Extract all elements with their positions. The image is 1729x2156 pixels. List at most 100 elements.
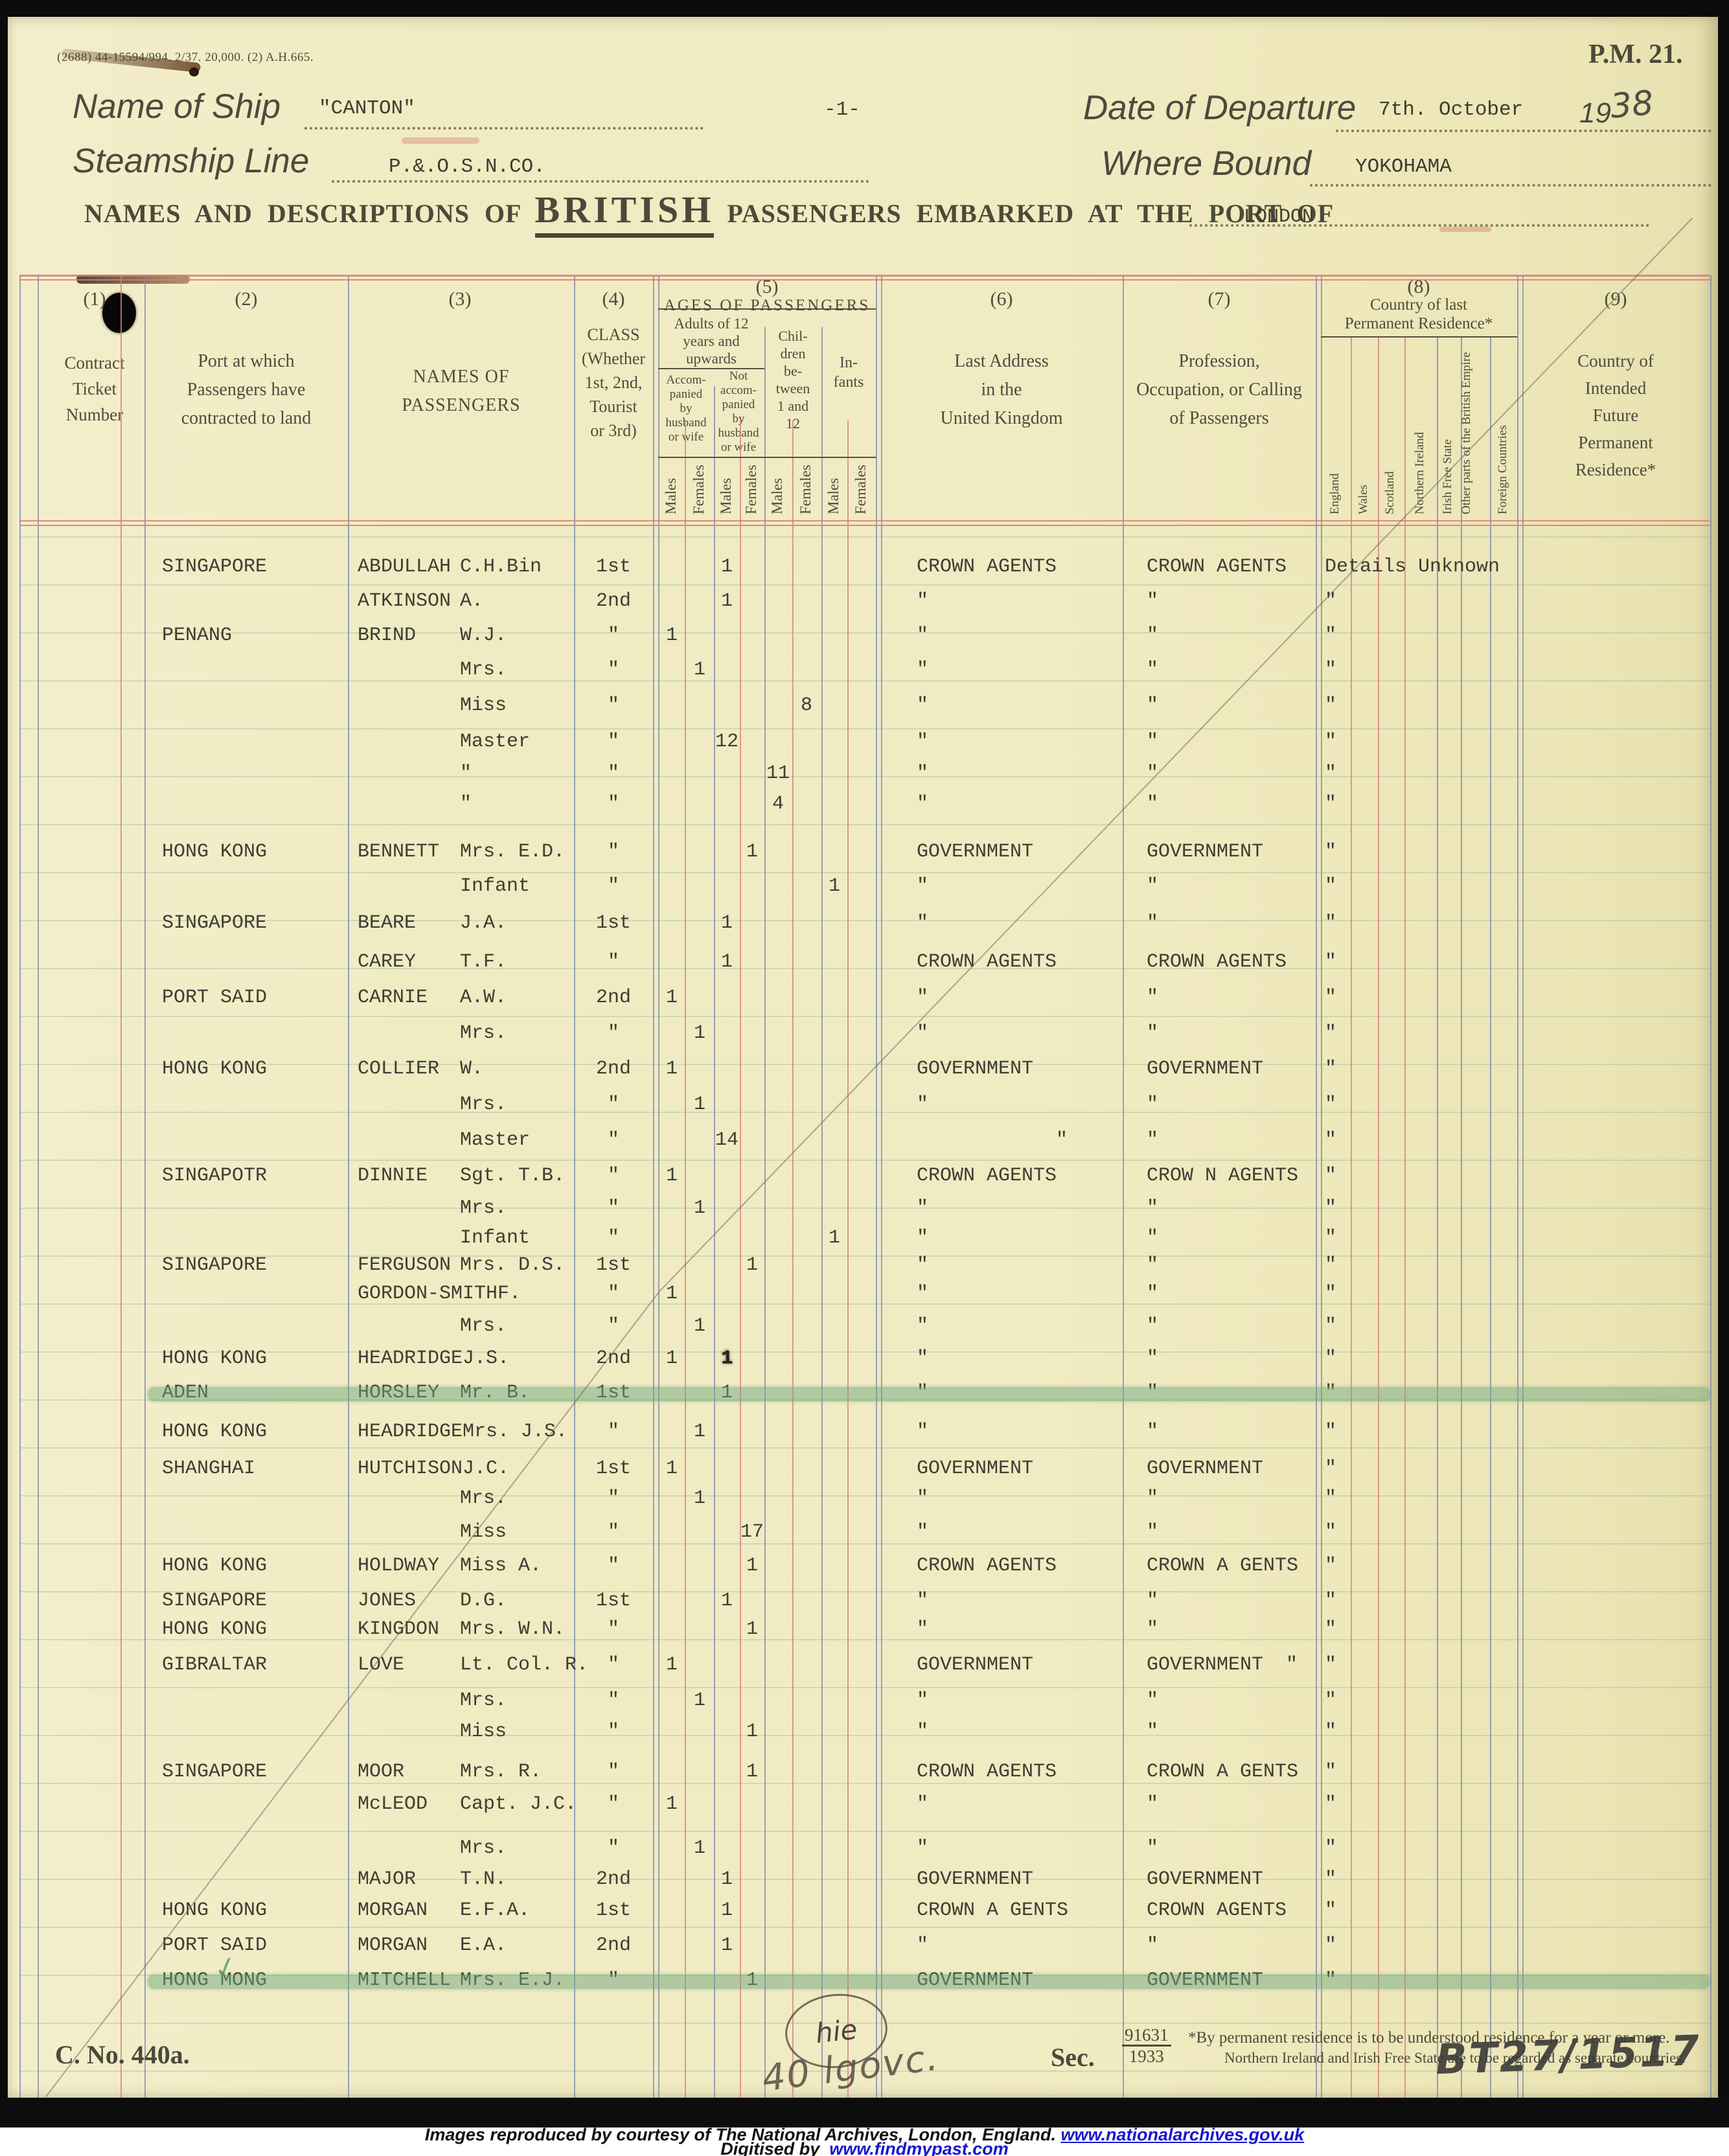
residence-cell: " [1325, 1521, 1337, 1543]
age-value: 1 [693, 1690, 706, 1712]
given-name-cell: Mrs. [460, 1690, 507, 1712]
address-cell: GOVERNMENT [917, 841, 1034, 863]
col6-header: Last Address in the United Kingdom [940, 351, 1063, 428]
surname-cell: BRIND [358, 625, 417, 647]
name-cell: Mrs. [358, 1315, 507, 1337]
age-value: 1 [720, 556, 733, 578]
header-underline [658, 308, 876, 310]
address-cell: " [917, 625, 929, 647]
address-cell: " [917, 731, 929, 753]
age-value: 1 [746, 1761, 759, 1783]
surname-cell: HEADRIDGE [358, 1348, 463, 1370]
age-value: 1 [693, 1421, 706, 1443]
port-cell: HONG KONG [162, 1555, 268, 1577]
table-rule-vertical [876, 275, 877, 2098]
port-cell: HONG KONG [162, 1348, 268, 1370]
year-printed: 19 [1579, 97, 1611, 129]
table-rule-vertical [574, 275, 575, 2098]
table-rule-vertical [1351, 338, 1352, 2098]
profession-cell: " [1147, 1283, 1159, 1305]
ship-name-value: "CANTON" [319, 97, 415, 120]
age-value: 1 [693, 1094, 706, 1116]
table-rule-vertical [653, 275, 654, 2098]
surname-cell [358, 1129, 460, 1151]
residence-cell: " [1325, 1421, 1337, 1443]
table-rule-vertical [1461, 338, 1462, 2098]
given-name-cell: " [460, 763, 472, 785]
port-cell: SINGAPORE [162, 556, 268, 578]
table-rule-vertical [1321, 275, 1322, 2098]
port-cell: SINGAPORE [162, 1761, 268, 1783]
address-cell: " [917, 1934, 929, 1956]
table-rule-horizontal [19, 525, 1710, 526]
name-cell: McLEOD Capt. J.C. [358, 1793, 577, 1815]
table-row: " " 4 " " " [0, 793, 1729, 820]
residence-cell: " [1325, 1793, 1337, 1815]
col2-header: Port at which Passengers have contracted… [181, 351, 312, 428]
table-rule-vertical [1378, 338, 1379, 2098]
address-cell: " [917, 1197, 929, 1219]
surname-cell: GORDON-SMITH [358, 1283, 498, 1305]
address-cell: " [917, 1094, 929, 1116]
residence-cell: " [1325, 731, 1337, 753]
table-row: PENANG BRIND W.J. " 1 " " " [0, 625, 1729, 652]
name-cell: " [358, 793, 472, 815]
address-cell: CROWN AGENTS [917, 1555, 1057, 1577]
name-cell: Miss [358, 1721, 507, 1743]
age-value: 1 [693, 1837, 706, 1859]
surname-cell: ATKINSON [358, 590, 452, 612]
name-cell: Mrs. [358, 659, 507, 681]
header-underline [1321, 336, 1517, 338]
national-archives-link[interactable]: www.nationalarchives.gov.uk [1060, 2125, 1305, 2144]
class-cell: " [607, 1654, 619, 1676]
residence-cell: " [1325, 912, 1337, 934]
class-cell: 2nd [595, 1868, 631, 1890]
handwritten-circled-word: hie [814, 2013, 859, 2049]
surname-cell [358, 731, 460, 753]
given-name-cell: Mrs. J.S. [463, 1421, 568, 1443]
age-value: 1 [720, 1934, 733, 1956]
address-cell: " [917, 1254, 929, 1276]
column-number-label: (3) [448, 288, 472, 310]
residence-cell: " [1325, 1283, 1337, 1305]
name-cell: LOVE Lt. Col. R. [358, 1654, 588, 1676]
table-rule-vertical [19, 275, 21, 2098]
table-row: Master " 12 " " " [0, 731, 1729, 758]
given-name-cell: Mrs. [460, 1197, 507, 1219]
age-value: 1 [720, 1899, 733, 1921]
address-cell: " [917, 987, 929, 1009]
age-value: 1 [720, 1590, 733, 1612]
findmypast-link[interactable]: www.findmypast.com [829, 2139, 1009, 2156]
given-name-cell: J.A. [460, 912, 507, 934]
given-name-cell: Master [460, 731, 531, 753]
table-row: Miss " 17 " " " [0, 1521, 1729, 1548]
table-rule-vertical [1522, 275, 1524, 2098]
class-cell: " [607, 1837, 619, 1859]
profession-cell: " [1147, 1348, 1159, 1370]
given-name-cell: Mrs. [460, 1837, 507, 1859]
credit-line2: Digitised by www.findmypast.com [0, 2139, 1729, 2156]
name-cell: Master [358, 731, 530, 753]
profession-cell: CROWN AGENTS [1147, 1899, 1287, 1921]
surname-cell: JONES [358, 1590, 417, 1612]
profession-cell: " [1147, 1590, 1159, 1612]
residence-cell: " [1325, 1899, 1337, 1921]
table-rule-vertical [685, 420, 686, 2098]
table-row: Mrs. " 1 " " " [0, 1022, 1729, 1049]
profession-cell: " [1147, 694, 1159, 717]
age-value: 1 [665, 625, 678, 647]
residence-cell: " [1325, 1837, 1337, 1859]
table-row: Mrs. " 1 " " " [0, 659, 1729, 686]
class-cell: 2nd [595, 590, 631, 612]
class-cell: " [607, 1315, 619, 1337]
given-name-cell: " [460, 793, 472, 815]
table-row: Infant " 1 " " " [0, 875, 1729, 902]
table-row: MAJOR T.N. 2nd 1 GOVERNMENT GOVERNMENT " [0, 1868, 1729, 1896]
residence-cell: " [1325, 1348, 1337, 1370]
residence-cell: " [1325, 1458, 1337, 1480]
profession-cell: " [1147, 1315, 1159, 1337]
age-value: 1 [693, 1197, 706, 1219]
col5-not-accompanied-header: Not accom- panied by husband or wife [718, 369, 759, 454]
header-underline [658, 368, 764, 369]
